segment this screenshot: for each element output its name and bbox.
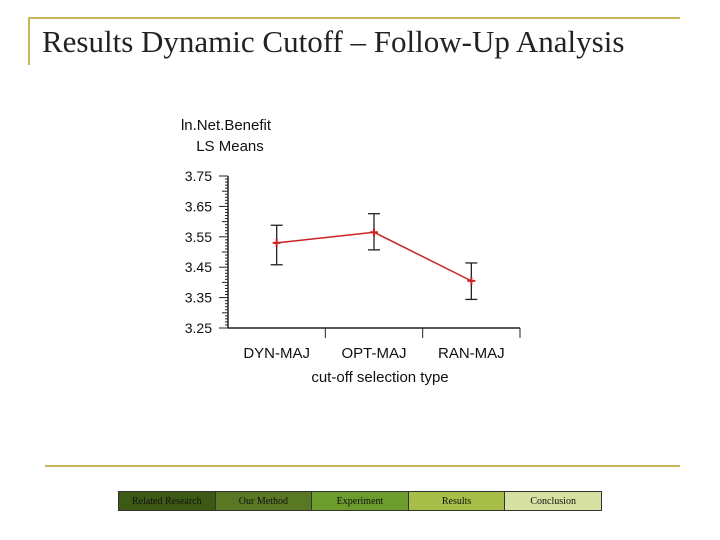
footer-divider-line (45, 465, 680, 467)
x-axis-label: cut-off selection type (311, 369, 448, 386)
y-tick-label: 3.65 (185, 198, 212, 214)
x-tick-label: RAN-MAJ (438, 345, 505, 362)
nav-related-research[interactable]: Related Research (119, 492, 216, 510)
y-tick-label: 3.75 (185, 168, 212, 184)
nav-our-method[interactable]: Our Method (215, 492, 313, 510)
title-accent-vertical-line (28, 17, 30, 65)
y-tick-label: 3.25 (185, 320, 212, 336)
nav-conclusion[interactable]: Conclusion (505, 492, 601, 510)
x-tick-label: OPT-MAJ (341, 345, 406, 362)
x-tick-label: DYN-MAJ (243, 345, 310, 362)
y-tick-label: 3.55 (185, 229, 212, 245)
y-tick-label: 3.35 (185, 290, 212, 306)
data-point (272, 238, 281, 247)
data-point (467, 276, 476, 285)
y-tick-label: 3.45 (185, 259, 212, 275)
slide-title: Results Dynamic Cutoff – Follow-Up Analy… (42, 24, 625, 59)
data-point (370, 228, 378, 237)
nav-experiment[interactable]: Experiment (312, 492, 409, 510)
nav-results[interactable]: Results (408, 492, 506, 510)
chart-title-line-1: ln.Net.Benefit (181, 117, 272, 134)
section-nav-bar: Related Research Our Method Experiment R… (118, 491, 602, 511)
chart-title-line-2: LS Means (196, 138, 264, 155)
title-accent-horizontal-line (28, 17, 680, 19)
